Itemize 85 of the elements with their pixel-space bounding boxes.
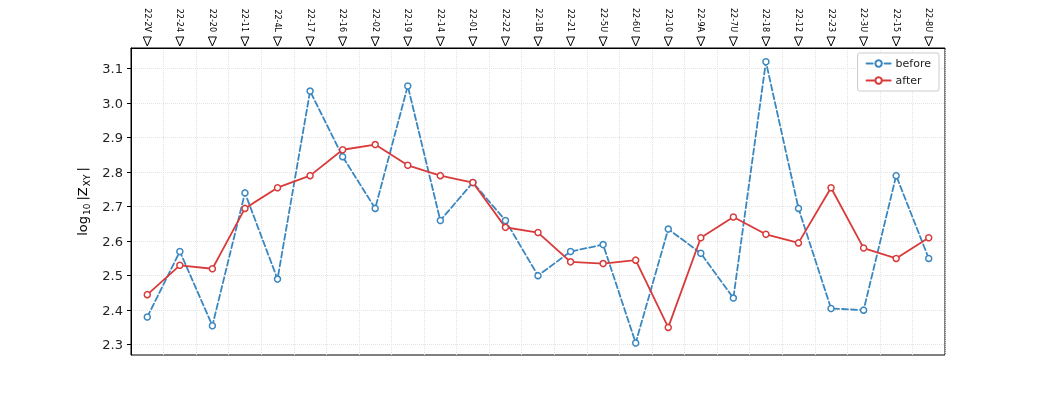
point (729, 213, 738, 221)
point (273, 183, 282, 192)
x-tick-label: 22-16 (338, 8, 348, 32)
x-tick-label: 22-19 (403, 8, 413, 32)
point (306, 87, 314, 95)
point (729, 294, 738, 302)
point (534, 271, 542, 280)
point (501, 223, 510, 232)
x-tick-label: 22-17 (305, 8, 315, 32)
point (631, 256, 640, 264)
x-tick-label: 22-02 (370, 8, 380, 32)
x-tick-label: 22-24 (175, 8, 185, 32)
y-tick-label: 2.8 (102, 164, 123, 180)
point (599, 240, 607, 249)
point (371, 204, 379, 213)
x-tick-label: 22-01 (468, 8, 478, 32)
y-tick-label: 3.1 (102, 61, 123, 77)
point (599, 259, 607, 268)
x-tick-label: 22-10 (663, 8, 673, 32)
x-tick-label: 22-3U (859, 7, 869, 33)
point (794, 204, 803, 213)
point (273, 275, 282, 283)
point (566, 247, 575, 256)
point (762, 58, 770, 66)
x-tick-label: 22-14 (435, 8, 445, 32)
y-tick-label: 2.7 (102, 199, 123, 215)
point (664, 323, 672, 332)
point (697, 249, 705, 257)
x-tick-label: 22-7U (728, 7, 738, 33)
point (338, 152, 347, 161)
y-tick-label: 2.9 (102, 130, 123, 146)
y-tick-label: 2.6 (102, 233, 123, 249)
point (924, 254, 933, 263)
point (827, 183, 835, 192)
point (176, 247, 184, 256)
point (404, 161, 412, 170)
legend-label: after (895, 74, 923, 87)
point (697, 233, 705, 242)
x-tick-label: 22-12 (793, 8, 803, 32)
point (241, 189, 249, 197)
point (208, 321, 217, 330)
y-tick-label: 2.4 (102, 302, 123, 318)
point (859, 306, 868, 314)
point (827, 304, 835, 313)
x-tick-label: 22-6U (631, 7, 641, 33)
point (436, 171, 445, 180)
point (436, 216, 445, 225)
point (566, 258, 575, 266)
point (208, 265, 217, 273)
point (404, 82, 412, 90)
point (143, 313, 152, 321)
point (501, 216, 510, 225)
point (176, 261, 184, 270)
point (892, 171, 900, 180)
x-tick-label: 22-5U (598, 7, 608, 33)
x-tick-label: 22-4L (273, 9, 283, 33)
point (306, 171, 314, 180)
point (859, 244, 868, 252)
x-tick-label: 22-9A (696, 8, 706, 33)
point (762, 230, 770, 239)
y-tick-label: 2.3 (102, 337, 123, 353)
x-tick-label: 22-21 (566, 8, 576, 32)
point (924, 233, 933, 242)
x-tick-label: 22-11 (240, 8, 250, 32)
x-tick-label: 22-20 (207, 8, 217, 32)
legend-label: before (895, 57, 932, 70)
point (664, 225, 672, 233)
y-tick-label: 3.0 (102, 95, 123, 111)
x-tick-label: 22-18 (761, 8, 771, 32)
point (371, 140, 379, 149)
y-axis-title: log10|ZXY| (75, 167, 92, 236)
x-tick-label: 22-22 (500, 8, 510, 32)
point (631, 339, 640, 347)
point (892, 254, 900, 263)
point (338, 146, 347, 154)
x-tick-label: 22-2V (142, 8, 152, 33)
x-tick-label: 22-23 (826, 8, 836, 32)
x-tick-label: 22-8U (924, 7, 934, 33)
point (794, 239, 803, 247)
point (241, 204, 249, 213)
point (143, 290, 152, 299)
point (534, 228, 542, 237)
x-tick-label: 22-15 (891, 8, 901, 32)
x-tick-label: 22-1B (533, 8, 543, 32)
y-tick-label: 2.5 (102, 268, 123, 284)
